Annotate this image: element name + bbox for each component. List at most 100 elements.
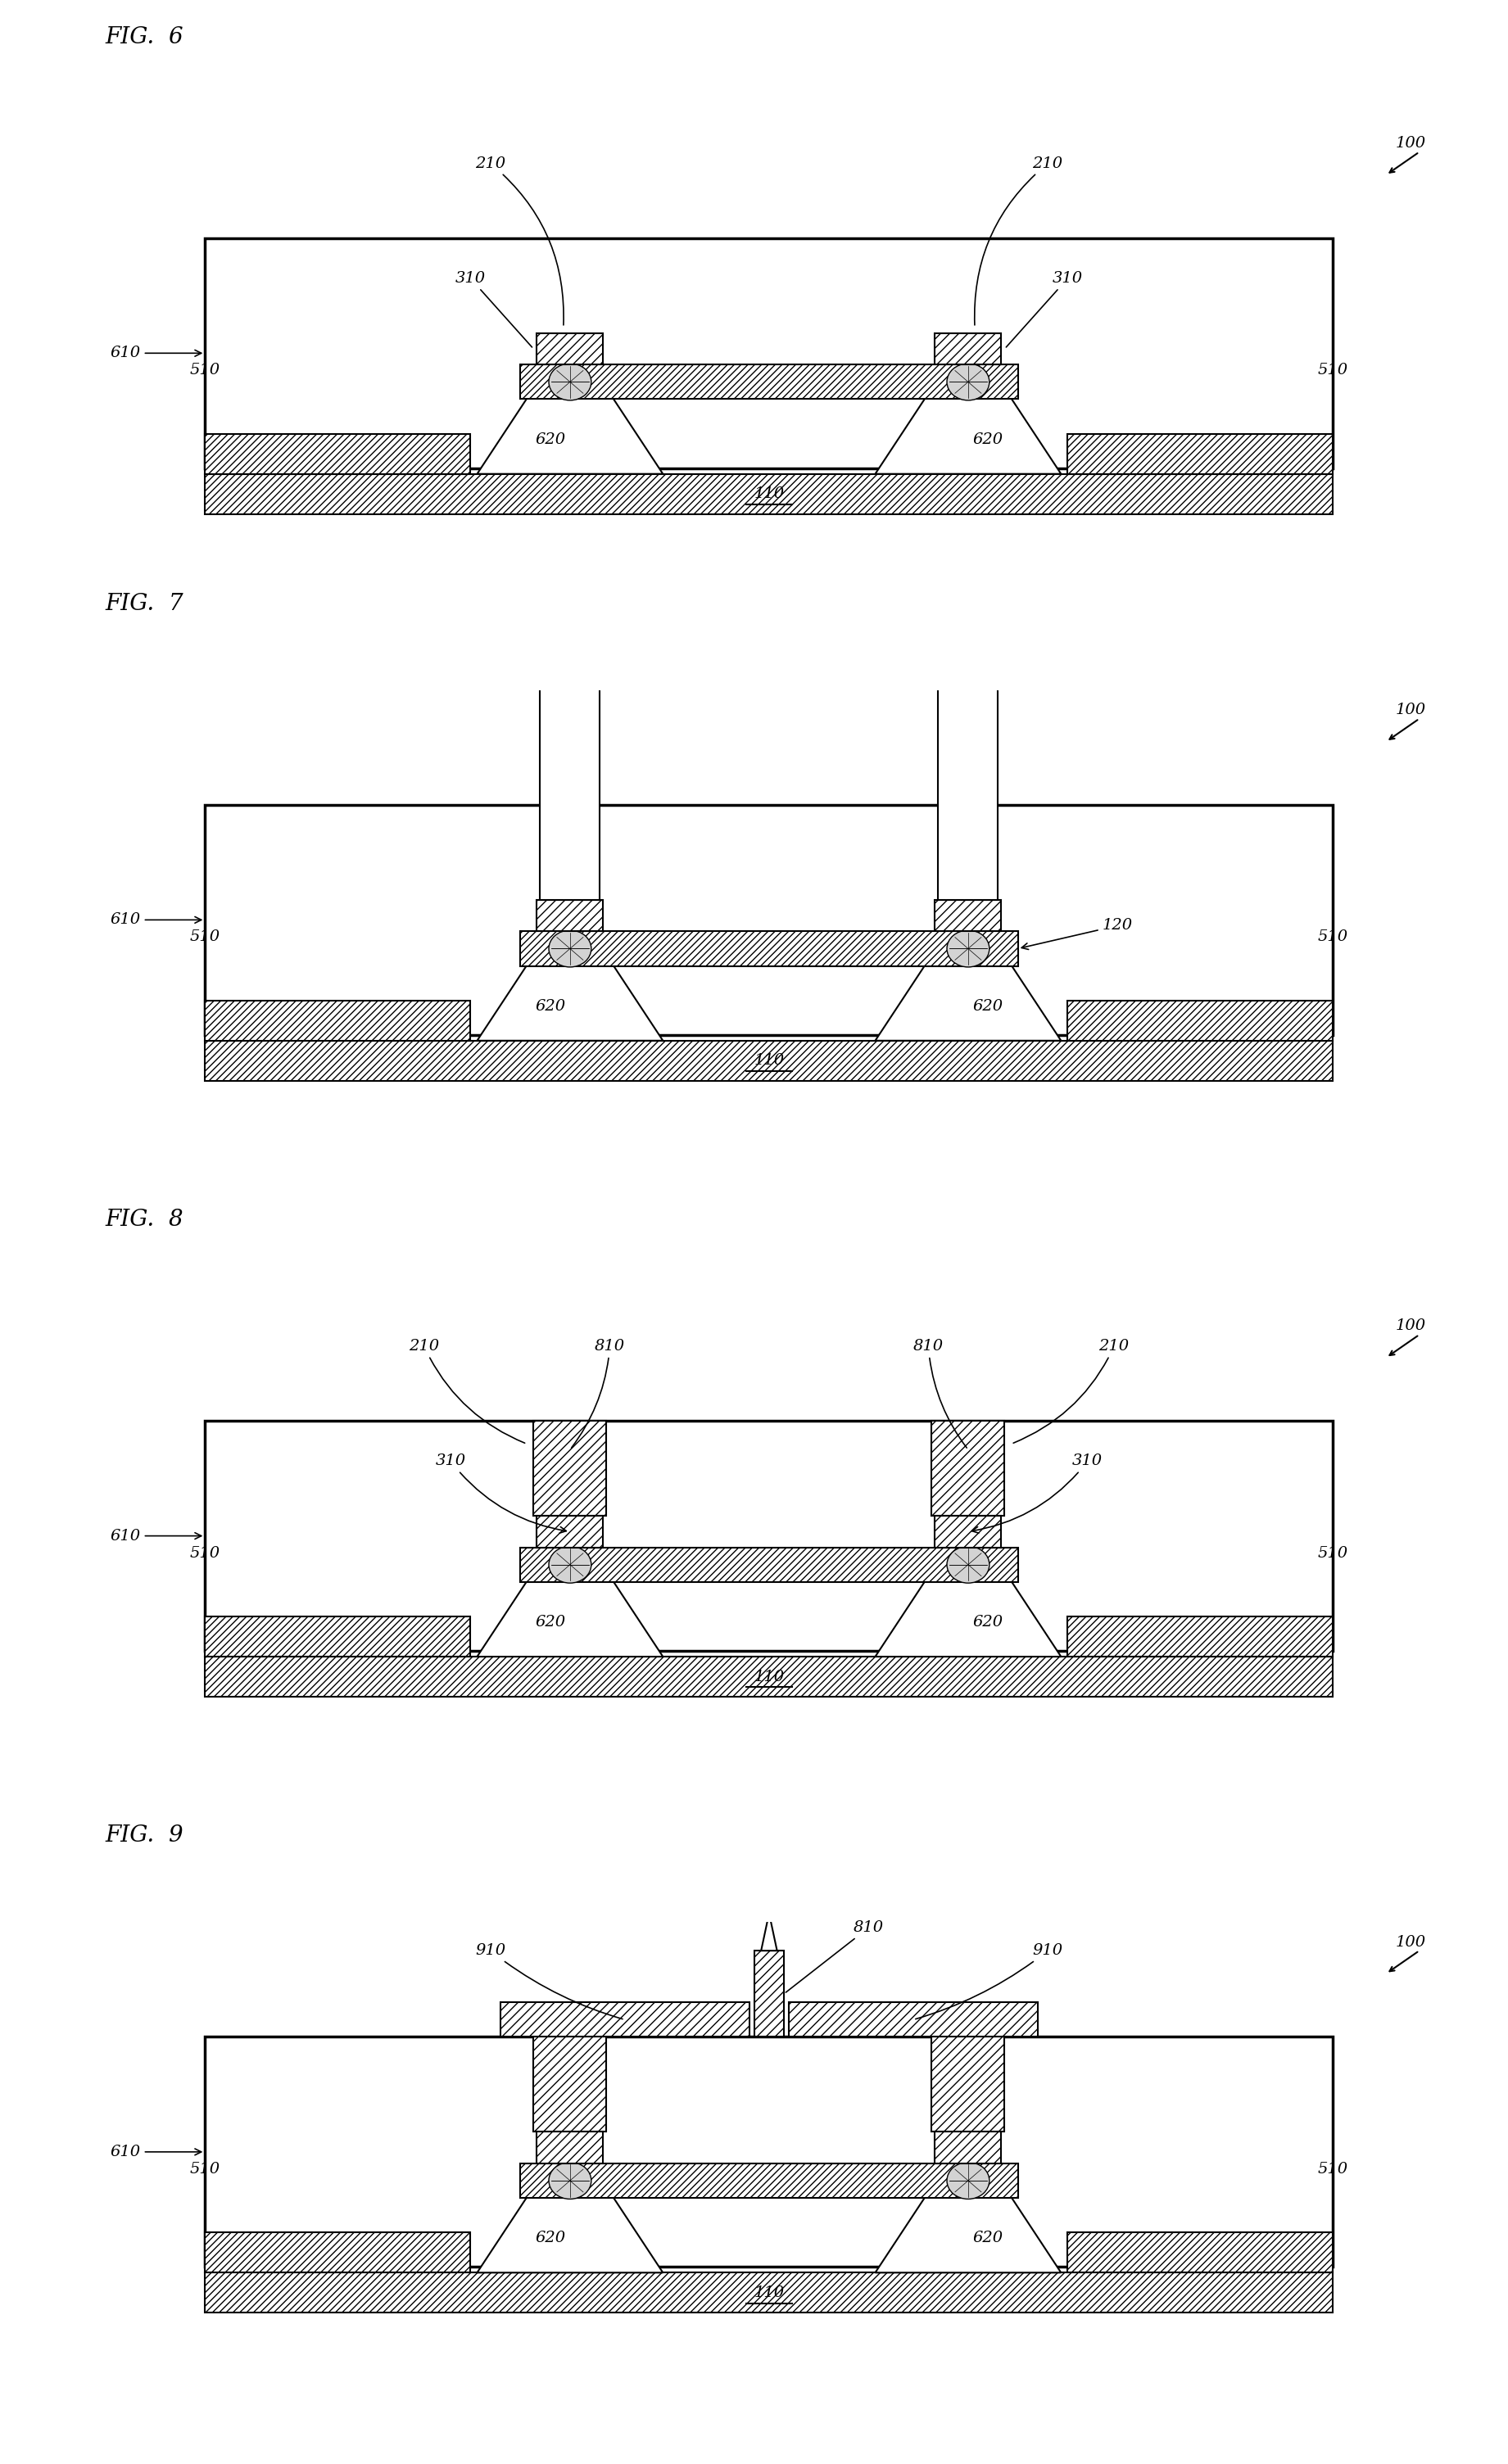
Bar (1068, 1616, 1333, 1656)
Text: 310: 310 (1006, 271, 1083, 347)
Bar (520, 2163, 1018, 2198)
Text: 210: 210 (1013, 1338, 1129, 1444)
Polygon shape (523, 606, 617, 678)
Bar (932, 2038, 1004, 2131)
Bar (205, 1000, 470, 1040)
Text: 100: 100 (1395, 136, 1427, 150)
Text: 810: 810 (572, 1338, 624, 1449)
Bar (534, 2038, 606, 2131)
Circle shape (549, 365, 591, 399)
Text: 910: 910 (915, 1944, 1063, 2018)
Text: 620: 620 (535, 2230, 566, 2245)
Polygon shape (477, 394, 664, 473)
Polygon shape (477, 1577, 664, 1656)
Polygon shape (875, 394, 1062, 473)
Text: 100: 100 (1395, 1934, 1427, 1949)
Text: 110: 110 (754, 488, 784, 500)
Bar (534, 1422, 606, 1515)
Text: 510: 510 (1318, 362, 1348, 377)
Text: 210: 210 (409, 1338, 525, 1444)
Text: 110: 110 (754, 1055, 784, 1067)
Bar (754, 1951, 784, 2038)
Bar (935, 333, 1001, 365)
Text: FIG.  7: FIG. 7 (106, 594, 184, 614)
Bar (520, 365, 1018, 399)
Text: 510: 510 (190, 1545, 220, 1560)
Text: 610: 610 (110, 1528, 201, 1542)
Text: 910: 910 (475, 1944, 623, 2018)
Polygon shape (875, 1577, 1062, 1656)
Text: 210: 210 (475, 155, 564, 325)
Text: 100: 100 (1395, 702, 1427, 717)
Text: 810: 810 (786, 1919, 884, 1993)
Bar (205, 434, 470, 473)
Text: 510: 510 (190, 929, 220, 944)
Text: 620: 620 (973, 2230, 1003, 2245)
Bar (537, 333, 603, 365)
Circle shape (947, 2163, 989, 2198)
Text: 120: 120 (1021, 919, 1133, 949)
Bar (205, 1422, 1333, 1651)
Text: 620: 620 (973, 431, 1003, 446)
Circle shape (549, 1547, 591, 1582)
Bar (205, 473, 1333, 515)
Text: 110: 110 (754, 2287, 784, 2299)
Bar (537, 899, 603, 931)
Bar (501, 2003, 749, 2038)
Text: 510: 510 (1318, 2161, 1348, 2176)
Bar (520, 931, 1018, 966)
Bar (205, 1656, 1333, 1698)
Text: 510: 510 (190, 362, 220, 377)
Bar (205, 239, 1333, 468)
Text: 510: 510 (190, 2161, 220, 2176)
Text: 610: 610 (110, 345, 201, 360)
Circle shape (947, 365, 989, 399)
Bar (205, 1040, 1333, 1082)
Bar (540, 678, 600, 899)
Text: 810: 810 (914, 1338, 967, 1449)
Bar (938, 678, 998, 899)
Bar (205, 806, 1333, 1035)
Text: 620: 620 (535, 431, 566, 446)
Text: 620: 620 (535, 1614, 566, 1629)
Circle shape (947, 1547, 989, 1582)
Text: 110: 110 (754, 1671, 784, 1683)
Bar (537, 1515, 603, 1547)
Text: FIG.  6: FIG. 6 (106, 27, 184, 47)
Circle shape (947, 931, 989, 966)
Bar (935, 2131, 1001, 2163)
Bar (205, 2038, 1333, 2267)
Text: 310: 310 (971, 1454, 1102, 1533)
Text: 510: 510 (1318, 929, 1348, 944)
Circle shape (549, 931, 591, 966)
Polygon shape (921, 606, 1015, 678)
Bar (537, 2131, 603, 2163)
Text: FIG.  8: FIG. 8 (106, 1210, 184, 1230)
Bar (205, 2272, 1333, 2314)
Bar (935, 1515, 1001, 1547)
Bar (1068, 2232, 1333, 2272)
Text: 310: 310 (455, 271, 532, 347)
Bar (1068, 434, 1333, 473)
Bar (935, 899, 1001, 931)
Text: 100: 100 (1395, 1318, 1427, 1333)
Text: 620: 620 (973, 998, 1003, 1013)
Text: 510: 510 (1318, 1545, 1348, 1560)
Text: FIG.  9: FIG. 9 (106, 1826, 184, 1846)
Bar (789, 2003, 1038, 2038)
Circle shape (549, 2163, 591, 2198)
Text: 610: 610 (110, 2144, 201, 2158)
Bar (205, 1616, 470, 1656)
Bar (520, 1547, 1018, 1582)
Bar (205, 2232, 470, 2272)
Text: 610: 610 (110, 912, 201, 926)
Text: 210: 210 (974, 155, 1063, 325)
Bar (1068, 1000, 1333, 1040)
Text: 620: 620 (535, 998, 566, 1013)
Polygon shape (477, 961, 664, 1040)
Polygon shape (875, 2193, 1062, 2272)
Text: 310: 310 (436, 1454, 567, 1533)
Polygon shape (875, 961, 1062, 1040)
Polygon shape (762, 1912, 777, 1951)
Bar (932, 1422, 1004, 1515)
